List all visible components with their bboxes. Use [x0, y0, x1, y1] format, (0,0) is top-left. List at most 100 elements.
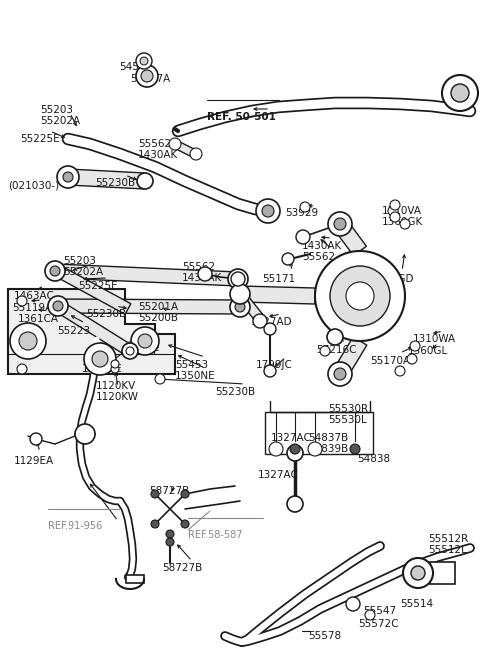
- Circle shape: [407, 354, 417, 364]
- Polygon shape: [8, 289, 175, 374]
- Circle shape: [365, 610, 375, 620]
- Circle shape: [346, 282, 374, 310]
- Text: 58727B: 58727B: [149, 486, 189, 496]
- Circle shape: [231, 272, 245, 286]
- Circle shape: [327, 329, 343, 345]
- Circle shape: [228, 269, 248, 289]
- Text: 55578: 55578: [308, 631, 341, 641]
- Text: 55203: 55203: [63, 256, 96, 266]
- Text: 57216C: 57216C: [316, 345, 357, 355]
- Text: 1310VA: 1310VA: [382, 206, 422, 216]
- Circle shape: [264, 323, 276, 335]
- Polygon shape: [173, 140, 197, 158]
- Text: 55201A: 55201A: [138, 302, 178, 312]
- Text: 1430AK: 1430AK: [302, 241, 342, 251]
- Text: 1360GL: 1360GL: [408, 346, 448, 356]
- Text: 1360GK: 1360GK: [382, 217, 423, 227]
- Bar: [430, 562, 455, 584]
- Circle shape: [17, 296, 27, 306]
- Circle shape: [155, 374, 165, 384]
- Text: 55230B: 55230B: [215, 387, 255, 397]
- Circle shape: [111, 365, 119, 373]
- Circle shape: [410, 341, 420, 351]
- Text: 55225E: 55225E: [78, 281, 118, 291]
- Polygon shape: [55, 264, 238, 286]
- Text: 55203: 55203: [40, 105, 73, 115]
- Text: 55225E: 55225E: [120, 347, 160, 357]
- Text: 1327AC: 1327AC: [258, 470, 299, 480]
- Circle shape: [84, 343, 116, 375]
- Text: 55572C: 55572C: [358, 619, 398, 629]
- Polygon shape: [68, 169, 145, 189]
- Text: 55512L: 55512L: [428, 545, 467, 555]
- Text: 1361CA: 1361CA: [18, 314, 59, 324]
- Text: 55117A: 55117A: [130, 74, 170, 84]
- Text: 1350NE: 1350NE: [175, 371, 216, 381]
- Text: 55202A: 55202A: [40, 116, 80, 126]
- Text: 55453: 55453: [175, 360, 208, 370]
- Text: 55171: 55171: [262, 274, 295, 284]
- Circle shape: [181, 520, 189, 528]
- Circle shape: [45, 261, 65, 281]
- Circle shape: [395, 366, 405, 376]
- Text: 55200B: 55200B: [138, 313, 178, 323]
- Circle shape: [235, 302, 245, 312]
- Circle shape: [136, 53, 152, 69]
- Circle shape: [256, 199, 280, 223]
- Circle shape: [230, 297, 250, 317]
- Text: 53929: 53929: [285, 208, 318, 218]
- Text: 1120KV: 1120KV: [96, 381, 136, 391]
- Text: 55530R: 55530R: [328, 404, 368, 414]
- Circle shape: [350, 444, 360, 454]
- Text: 1327AC: 1327AC: [271, 433, 312, 443]
- Circle shape: [166, 538, 174, 546]
- Circle shape: [269, 442, 283, 456]
- Text: 55170A: 55170A: [370, 356, 410, 366]
- Circle shape: [315, 251, 405, 341]
- Circle shape: [198, 267, 212, 281]
- Text: 55512R: 55512R: [428, 534, 468, 544]
- Circle shape: [282, 253, 294, 265]
- Circle shape: [126, 347, 134, 355]
- Polygon shape: [236, 291, 264, 322]
- Text: 54837B: 54837B: [308, 433, 348, 443]
- Text: 1310WA: 1310WA: [413, 334, 456, 344]
- Circle shape: [334, 218, 346, 230]
- Text: 55562: 55562: [138, 139, 171, 149]
- Circle shape: [264, 365, 276, 377]
- Text: 55119A: 55119A: [12, 303, 52, 313]
- Circle shape: [346, 597, 360, 611]
- Circle shape: [92, 351, 108, 367]
- Circle shape: [334, 368, 346, 380]
- Circle shape: [253, 314, 267, 328]
- Circle shape: [111, 360, 119, 368]
- Circle shape: [166, 530, 174, 538]
- Text: 1350NE: 1350NE: [82, 364, 122, 374]
- Text: 1463AC: 1463AC: [14, 291, 55, 301]
- Text: 55547: 55547: [363, 606, 396, 616]
- Circle shape: [63, 172, 73, 182]
- Circle shape: [296, 230, 310, 244]
- Circle shape: [190, 148, 202, 160]
- Circle shape: [181, 490, 189, 498]
- Circle shape: [230, 284, 250, 304]
- Circle shape: [141, 70, 153, 82]
- Text: 55562: 55562: [182, 262, 215, 272]
- Circle shape: [233, 274, 243, 284]
- Text: 58727B: 58727B: [162, 563, 202, 573]
- Circle shape: [287, 445, 303, 461]
- Circle shape: [330, 266, 390, 326]
- Circle shape: [320, 346, 330, 356]
- Circle shape: [151, 520, 159, 528]
- Circle shape: [442, 75, 478, 111]
- Circle shape: [388, 206, 398, 216]
- Polygon shape: [240, 286, 315, 304]
- Circle shape: [140, 57, 148, 65]
- Circle shape: [290, 444, 300, 454]
- Circle shape: [411, 566, 425, 580]
- Text: 54839B: 54839B: [308, 444, 348, 454]
- Circle shape: [328, 362, 352, 386]
- Text: 55202A: 55202A: [63, 267, 103, 277]
- Circle shape: [10, 323, 46, 359]
- Text: 55230B: 55230B: [95, 178, 135, 188]
